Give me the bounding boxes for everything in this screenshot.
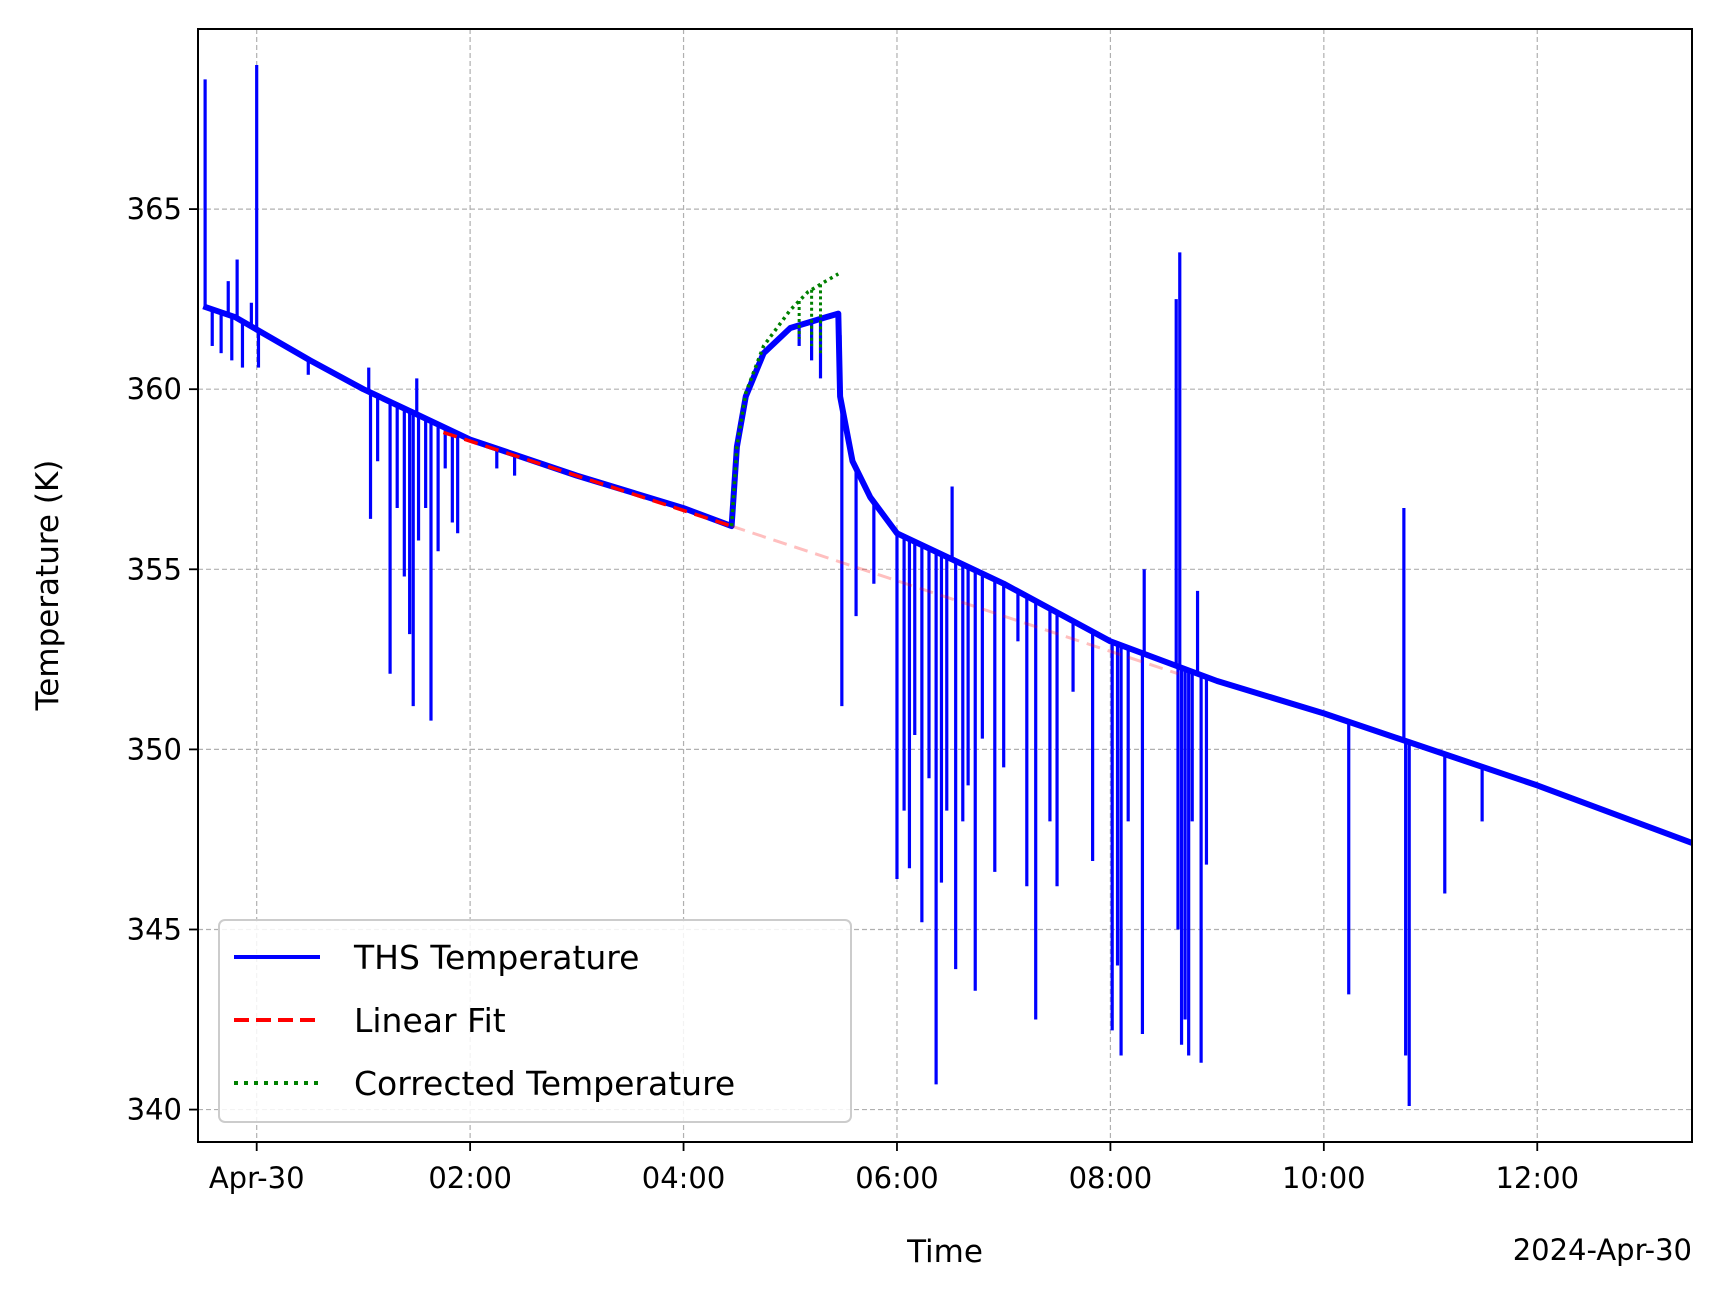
- linear-fit-line: [442, 430, 733, 528]
- x-tick-label: 06:00: [855, 1161, 939, 1195]
- y-tick-label: 340: [127, 1093, 182, 1127]
- x-axis-offset-label: 2024-Apr-30: [1513, 1233, 1692, 1267]
- legend-label-linear-fit: Linear Fit: [354, 1001, 506, 1040]
- y-axis-title: Temperature (K): [30, 460, 66, 712]
- y-axis: 340 345 350 355 360 365: [127, 192, 198, 1127]
- x-tick-label: Apr-30: [209, 1161, 305, 1195]
- axes-frame: [197, 28, 1693, 1143]
- y-tick-label: 350: [127, 732, 182, 766]
- legend-label-corrected: Corrected Temperature: [354, 1064, 735, 1103]
- y-tick-label: 365: [127, 192, 182, 226]
- linear-fit-extension-line: [731, 524, 1179, 676]
- plot-area: [202, 65, 1692, 1106]
- x-axis-title: Time: [906, 1234, 983, 1270]
- legend-box: [218, 919, 852, 1123]
- x-tick-label: 10:00: [1282, 1161, 1366, 1195]
- x-tick-label: 08:00: [1069, 1161, 1153, 1195]
- x-axis: Apr-30 02:00 04:00 06:00 08:00 10:00 12:00: [209, 1142, 1579, 1195]
- x-tick-label: 02:00: [428, 1161, 512, 1195]
- y-tick-label: 345: [127, 912, 182, 946]
- x-tick-label: 04:00: [642, 1161, 726, 1195]
- x-tick-label: 12:00: [1495, 1161, 1579, 1195]
- legend-label-ths: THS Temperature: [353, 938, 639, 977]
- y-tick-label: 355: [127, 552, 182, 586]
- y-tick-label: 360: [127, 372, 182, 406]
- legend: THS Temperature Linear Fit Corrected Tem…: [218, 919, 852, 1123]
